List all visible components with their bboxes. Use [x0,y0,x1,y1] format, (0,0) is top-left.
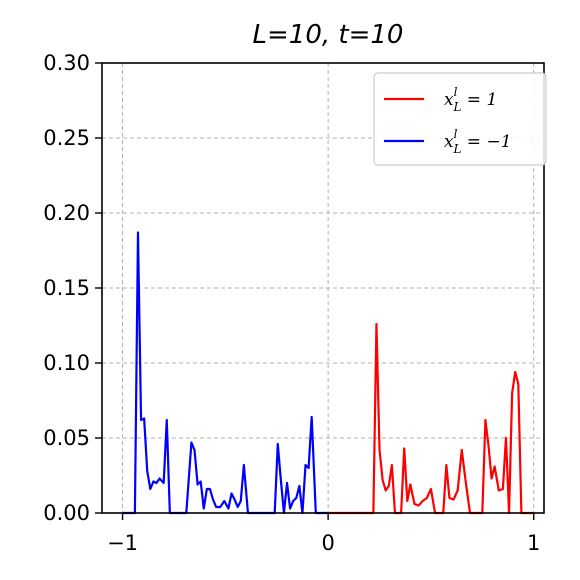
x-tick-label-0: −1 [107,531,138,555]
series-line-0 [328,322,534,515]
y-tick-label-3: 0.15 [43,276,90,300]
series-line-1 [122,231,329,515]
y-tick-label-6: 0.30 [43,51,90,75]
axis-layer: −1 0 1 0.00 0.05 0.10 0.15 0.20 0.25 0.30 [43,51,545,555]
y-tick-label-1: 0.05 [43,426,90,450]
y-tick-label-2: 0.10 [43,351,90,375]
x-tick-label-2: 1 [527,531,540,555]
legend-label-1: xl L = −1 [444,127,512,156]
legend-label-0: xl L = 1 [444,85,497,114]
x-tick-label-1: 0 [321,531,334,555]
series-layer [122,231,534,515]
y-tick-label-5: 0.25 [43,126,90,150]
legend: xl L = 1 xl L = −1 [373,72,547,166]
chart-title: L=10, t=10 [253,20,404,50]
y-tick-label-0: 0.00 [43,501,90,525]
y-tick-label-4: 0.20 [43,201,90,225]
